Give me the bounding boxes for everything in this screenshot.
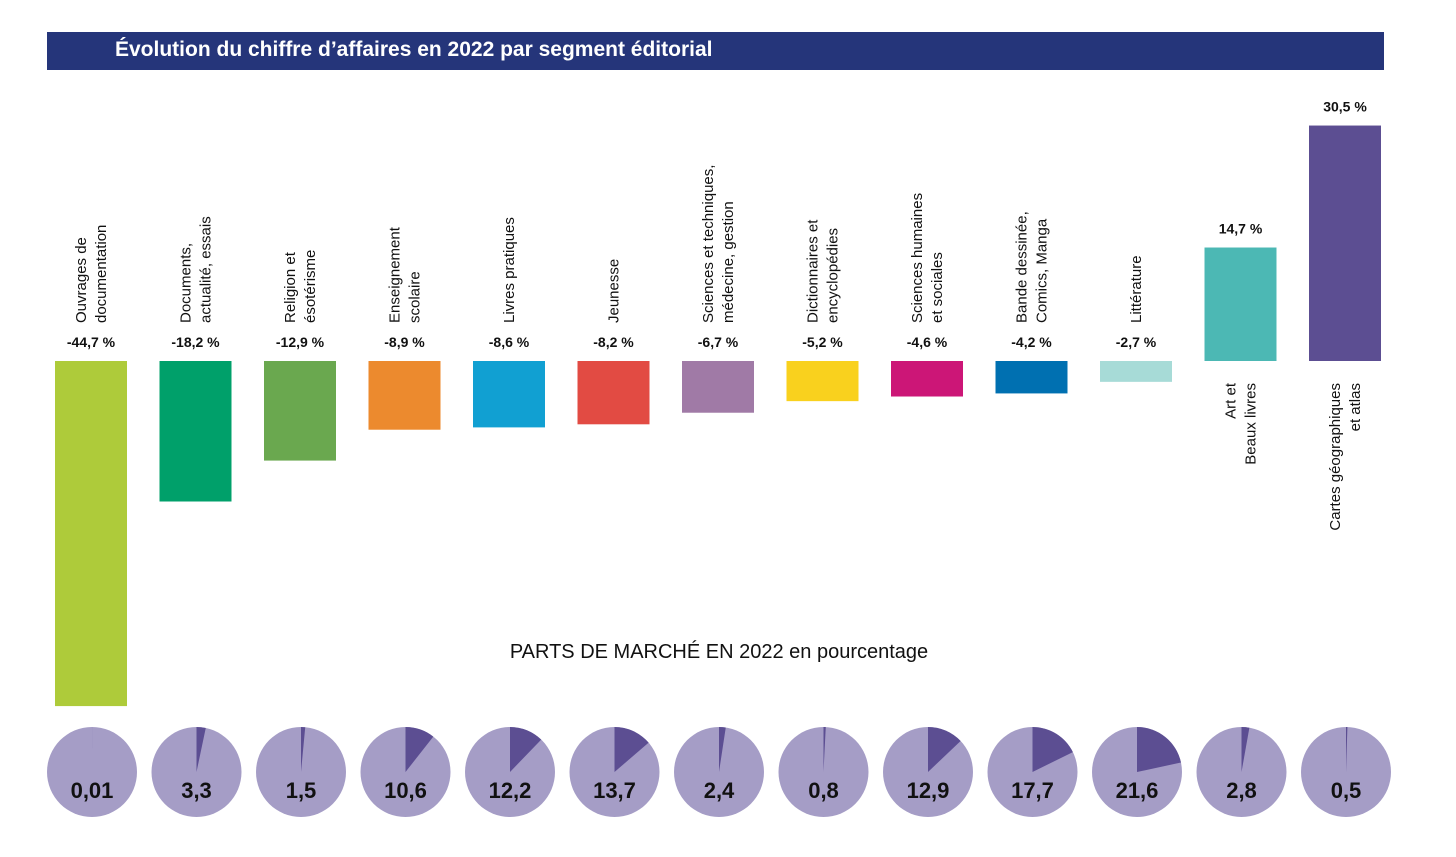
- bar-value-label-11: -2,7 %: [1116, 334, 1157, 350]
- bar-category-label-3: Religion et ésotérisme: [282, 250, 319, 323]
- pie-value-label-10: 17,7: [1011, 778, 1054, 803]
- bar-8: [786, 361, 859, 402]
- title-banner: Évolution du chiffre d’affaires en 2022 …: [47, 32, 1384, 70]
- bar-category-label-6: Jeunesse: [606, 259, 623, 323]
- bar-category-line-12-1: Art et: [1223, 382, 1240, 419]
- bar-category-line-1-1: Ouvrages de: [73, 237, 90, 323]
- pie-slice-4: [405, 727, 434, 772]
- pie-slice-9: [928, 727, 961, 772]
- bar-category-label-1: Ouvrages de documentation: [73, 225, 110, 323]
- bar-category-label-7: Sciences et techniques, médecine, gestion: [700, 165, 737, 323]
- bar-value-label-10: -4,2 %: [1011, 334, 1052, 350]
- bar-7: [682, 361, 754, 413]
- bar-category-label-5: Livres pratiques: [501, 217, 518, 323]
- bar-4: [368, 361, 441, 430]
- bar-category-line-9-2: et sociales: [929, 252, 946, 323]
- pie-value-label-11: 21,6: [1116, 778, 1159, 803]
- bar-category-line-8-1: Dictionnaires et: [805, 219, 822, 323]
- bar-category-line-2-2: actualité, essais: [198, 216, 215, 323]
- bar-value-label-13: 30,5 %: [1323, 99, 1367, 115]
- pie-slice-2: [196, 727, 206, 772]
- bar-category-line-12-2: Beaux livres: [1243, 383, 1260, 465]
- bar-6: [577, 361, 650, 425]
- bar-category-label-12: Art et Beaux livres: [1223, 382, 1260, 465]
- pie-slice-10: [1032, 727, 1073, 772]
- bar-category-line-4-2: scolaire: [407, 271, 424, 323]
- bar-category-label-11: Littérature: [1128, 255, 1145, 323]
- pie-value-label-7: 2,4: [704, 778, 735, 803]
- bar-category-label-2: Documents, actualité, essais: [178, 216, 215, 323]
- bar-category-line-10-2: Comics, Manga: [1034, 218, 1051, 323]
- pie-slice-7: [719, 727, 726, 772]
- bar-value-label-2: -18,2 %: [171, 334, 220, 350]
- bar-value-label-8: -5,2 %: [802, 334, 843, 350]
- pie-value-label-4: 10,6: [384, 778, 427, 803]
- bar-value-label-7: -6,7 %: [698, 334, 739, 350]
- pie-value-label-5: 12,2: [489, 778, 532, 803]
- bar-3: [264, 361, 336, 461]
- bar-10: [995, 361, 1068, 394]
- bar-value-label-5: -8,6 %: [489, 334, 530, 350]
- pie-slice-5: [510, 727, 542, 772]
- bar-category-line-4-1: Enseignement: [387, 226, 404, 323]
- bar-category-label-10: Bande dessinée, Comics, Manga: [1014, 211, 1051, 323]
- pie-slice-12: [1241, 726, 1250, 772]
- bar-5: [473, 361, 545, 428]
- pie-value-label-6: 13,7: [593, 778, 636, 803]
- bar-category-line-7-1: Sciences et techniques,: [700, 165, 717, 323]
- bar-category-label-9: Sciences humaines et sociales: [909, 193, 946, 323]
- pie-slice-6: [614, 726, 649, 772]
- bar-category-line-6-1: Jeunesse: [606, 259, 623, 323]
- bar-category-line-13-2: et atlas: [1347, 383, 1364, 431]
- bar-category-line-11-1: Littérature: [1128, 255, 1145, 323]
- pie-value-label-8: 0,8: [808, 778, 839, 803]
- pie-value-label-9: 12,9: [907, 778, 950, 803]
- bar-9: [891, 361, 963, 397]
- bar-value-label-3: -12,9 %: [276, 334, 325, 350]
- bar-category-line-1-2: documentation: [93, 225, 110, 323]
- bar-12: [1204, 247, 1277, 361]
- pie-slice-13: [1346, 726, 1348, 772]
- bar-category-line-13-1: Cartes géographiques: [1327, 383, 1344, 531]
- bar-category-label-13: Cartes géographiques et atlas: [1327, 383, 1364, 531]
- pie-slice-8: [823, 727, 826, 772]
- pie-slice-11: [1137, 727, 1181, 772]
- bar-value-label-6: -8,2 %: [593, 334, 634, 350]
- bar-category-label-4: Enseignement scolaire: [387, 226, 424, 323]
- bar-value-label-4: -8,9 %: [384, 334, 425, 350]
- pie-value-label-3: 1,5: [286, 778, 317, 803]
- bar-category-line-3-2: ésotérisme: [302, 250, 319, 323]
- bar-value-label-12: 14,7 %: [1219, 221, 1263, 237]
- bar-category-line-2-1: Documents,: [178, 243, 195, 323]
- bar-1: [55, 361, 127, 707]
- bar-value-label-1: -44,7 %: [67, 334, 116, 350]
- bar-category-line-8-2: encyclopédies: [825, 228, 842, 323]
- bar-category-label-8: Dictionnaires et encyclopédies: [805, 219, 842, 323]
- bar-11: [1100, 361, 1172, 382]
- chart-title: Évolution du chiffre d’affaires en 2022 …: [115, 38, 713, 61]
- pie-value-label-13: 0,5: [1331, 778, 1362, 803]
- pie-value-label-12: 2,8: [1226, 778, 1257, 803]
- bar-category-line-3-1: Religion et: [282, 251, 299, 323]
- bar-value-label-9: -4,6 %: [907, 334, 948, 350]
- pie-row-subtitle: PARTS DE MARCHÉ EN 2022 en pourcentage: [509, 641, 929, 663]
- pie-value-label-1: 0,01: [71, 778, 114, 803]
- pie-value-label-2: 3,3: [181, 778, 212, 803]
- bar-category-line-7-2: médecine, gestion: [720, 201, 737, 323]
- bar-2: [159, 361, 232, 502]
- bar-category-line-5-1: Livres pratiques: [501, 217, 518, 323]
- bar-13: [1309, 125, 1381, 361]
- bar-category-line-10-1: Bande dessinée,: [1014, 211, 1031, 323]
- pie-slice-3: [301, 727, 306, 772]
- bar-category-line-9-1: Sciences humaines: [909, 193, 926, 323]
